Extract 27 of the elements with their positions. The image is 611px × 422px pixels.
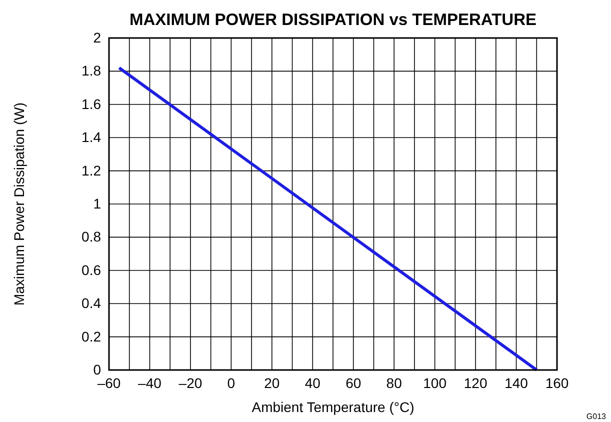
y-tick-label: 1.8	[82, 62, 102, 79]
y-tick-label: 0.4	[82, 295, 102, 312]
y-tick-label: 1.4	[82, 129, 102, 146]
x-tick-label: 0	[227, 374, 236, 391]
x-tick-label: –40	[138, 374, 162, 391]
y-tick-label: 0	[93, 361, 102, 378]
y-tick-label: 1.2	[82, 162, 102, 178]
x-tick-label: 160	[545, 374, 569, 391]
x-tick-label: 60	[346, 374, 362, 391]
x-tick-label: 40	[304, 374, 321, 391]
x-tick-label: 80	[386, 374, 402, 391]
y-tick-label: 2	[93, 29, 102, 46]
x-tick-label: 120	[464, 374, 488, 391]
chart-title: MAXIMUM POWER DISSIPATION vs TEMPERATURE	[129, 11, 537, 29]
text: G013	[586, 412, 607, 421]
y-axis-title: Maximum Power Dissipation (W)	[11, 102, 27, 306]
x-tick-label: 140	[504, 374, 528, 391]
x-tick-label: 100	[423, 374, 447, 391]
y-tick-label: 1	[93, 195, 102, 212]
x-axis-title: Ambient Temperature (°C)	[252, 399, 414, 415]
y-tick-label: 0.8	[82, 228, 102, 245]
y-tick-label: 0.6	[82, 262, 102, 278]
x-tick-label: –20	[178, 374, 202, 391]
y-tick-label: 1.6	[82, 96, 102, 112]
x-tick-label: –60	[97, 374, 121, 391]
y-tick-label: 0.2	[82, 328, 102, 344]
x-tick-label: 20	[264, 374, 280, 391]
